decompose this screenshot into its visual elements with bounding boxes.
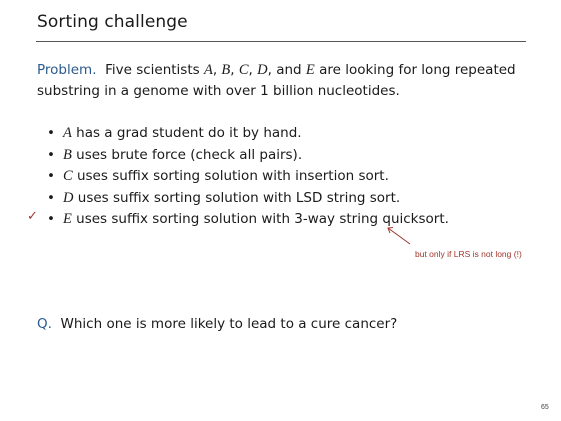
annotation-arrow-icon	[380, 222, 416, 248]
problem-label: Problem.	[37, 62, 96, 78]
question-line: Q. Which one is more likely to lead to a…	[37, 316, 397, 332]
bullet-text: has a grad student do it by hand.	[76, 125, 301, 141]
var-a: A	[204, 62, 213, 78]
and-word: and	[276, 62, 301, 78]
bullet-var: C	[63, 168, 73, 184]
var-d: D	[257, 62, 267, 78]
checkmark-icon: ✓	[27, 209, 38, 224]
slide-title: Sorting challenge	[37, 12, 188, 32]
bullet-icon: •	[47, 209, 55, 231]
var-c: C	[239, 62, 249, 78]
var-e: E	[306, 62, 315, 78]
question-text: Which one is more likely to lead to a cu…	[61, 316, 398, 332]
annotation-note: but only if LRS is not long (!)	[415, 249, 522, 259]
bullet-text: uses suffix sorting solution with LSD st…	[78, 190, 400, 206]
bullet-icon: •	[47, 145, 55, 167]
problem-text-1: Five scientists	[105, 62, 200, 78]
bullet-icon: •	[47, 123, 55, 145]
bullet-var: B	[63, 147, 72, 163]
bullet-var: E	[63, 211, 72, 227]
problem-paragraph: Problem. Five scientists A, B, C, D, and…	[37, 60, 527, 102]
question-label: Q.	[37, 316, 52, 332]
bullet-text: uses brute force (check all pairs).	[76, 147, 302, 163]
page-number: 65	[541, 404, 549, 411]
list-item: • C uses suffix sorting solution with in…	[47, 166, 449, 188]
list-item: • D uses suffix sorting solution with LS…	[47, 188, 449, 210]
bullet-var: A	[63, 125, 72, 141]
bullet-text: uses suffix sorting solution with insert…	[77, 168, 389, 184]
bullet-icon: •	[47, 166, 55, 188]
title-divider	[36, 41, 526, 42]
list-item: • B uses brute force (check all pairs).	[47, 145, 449, 167]
bullet-var: D	[63, 190, 73, 206]
bullet-icon: •	[47, 188, 55, 210]
var-b: B	[221, 62, 230, 78]
scientist-list: • A has a grad student do it by hand. • …	[47, 123, 449, 231]
list-item: • A has a grad student do it by hand.	[47, 123, 449, 145]
